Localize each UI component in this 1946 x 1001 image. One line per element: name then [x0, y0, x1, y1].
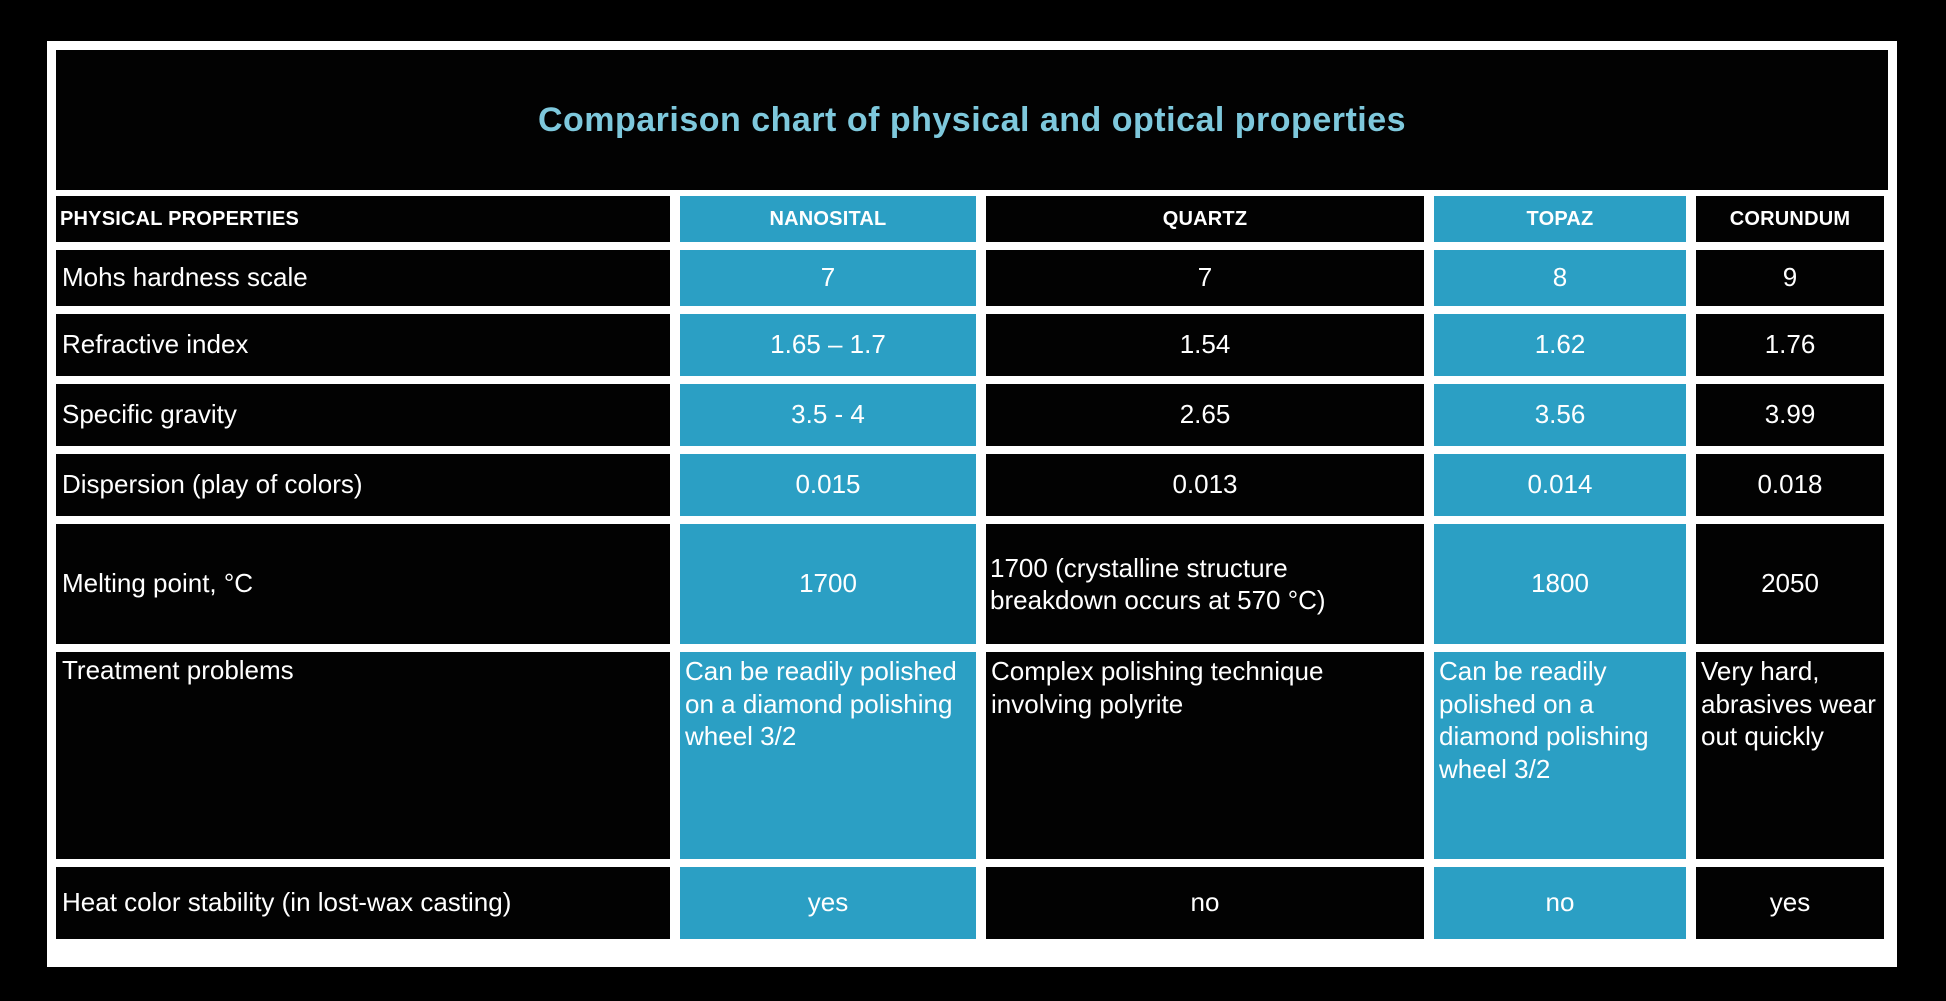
cell-gravity-topaz: 3.56	[1434, 384, 1686, 446]
cell-dispersion-topaz: 0.014	[1434, 454, 1686, 516]
cell-refractive-nanosital: 1.65 – 1.7	[680, 314, 976, 376]
column-header-topaz: TOPAZ	[1434, 196, 1686, 242]
row-label-melting-point: Melting point, °C	[56, 524, 670, 644]
cell-melting-corundum: 2050	[1696, 524, 1884, 644]
cell-dispersion-quartz: 0.013	[986, 454, 1424, 516]
row-label-refractive-index: Refractive index	[56, 314, 670, 376]
cell-mohs-nanosital: 7	[680, 250, 976, 306]
column-header-physical-properties: PHYSICAL PROPERTIES	[56, 196, 670, 242]
table-frame: Comparison chart of physical and optical…	[47, 41, 1897, 967]
page-title: Comparison chart of physical and optical…	[537, 100, 1407, 139]
row-label-treatment-problems: Treatment problems	[56, 652, 670, 859]
cell-dispersion-corundum: 0.018	[1696, 454, 1884, 516]
row-label-specific-gravity: Specific gravity	[56, 384, 670, 446]
row-label-dispersion: Dispersion (play of colors)	[56, 454, 670, 516]
cell-refractive-topaz: 1.62	[1434, 314, 1686, 376]
column-header-quartz: QUARTZ	[986, 196, 1424, 242]
cell-mohs-corundum: 9	[1696, 250, 1884, 306]
cell-heat-quartz: no	[986, 867, 1424, 939]
cell-refractive-corundum: 1.76	[1696, 314, 1884, 376]
comparison-table: PHYSICAL PROPERTIES NANOSITAL QUARTZ TOP…	[56, 196, 1884, 939]
cell-heat-nanosital: yes	[680, 867, 976, 939]
cell-gravity-nanosital: 3.5 - 4	[680, 384, 976, 446]
cell-dispersion-nanosital: 0.015	[680, 454, 976, 516]
cell-refractive-quartz: 1.54	[986, 314, 1424, 376]
cell-treatment-nanosital: Can be readily polished on a diamond pol…	[680, 652, 976, 859]
cell-gravity-quartz: 2.65	[986, 384, 1424, 446]
column-header-nanosital: NANOSITAL	[680, 196, 976, 242]
cell-treatment-quartz: Complex polishing technique involving po…	[986, 652, 1424, 859]
cell-mohs-quartz: 7	[986, 250, 1424, 306]
cell-heat-corundum: yes	[1696, 867, 1884, 939]
row-label-mohs-hardness: Mohs hardness scale	[56, 250, 670, 306]
cell-mohs-topaz: 8	[1434, 250, 1686, 306]
cell-treatment-corundum: Very hard, abrasives wear out quickly	[1696, 652, 1884, 859]
cell-treatment-topaz: Can be readily polished on a diamond pol…	[1434, 652, 1686, 859]
title-box: Comparison chart of physical and optical…	[56, 50, 1888, 190]
row-label-heat-stability: Heat color stability (in lost-wax castin…	[56, 867, 670, 939]
cell-heat-topaz: no	[1434, 867, 1686, 939]
cell-melting-topaz: 1800	[1434, 524, 1686, 644]
column-header-corundum: CORUNDUM	[1696, 196, 1884, 242]
cell-gravity-corundum: 3.99	[1696, 384, 1884, 446]
cell-melting-quartz: 1700 (crystalline structure breakdown oc…	[986, 524, 1424, 644]
cell-melting-nanosital: 1700	[680, 524, 976, 644]
